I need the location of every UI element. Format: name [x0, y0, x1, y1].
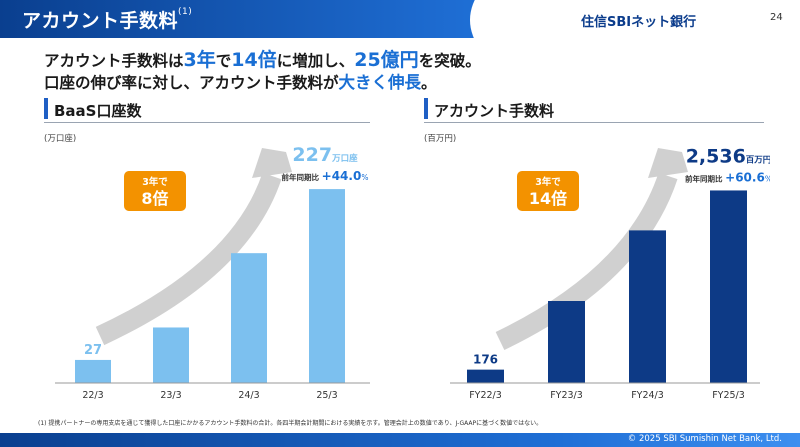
bar-FY23/3	[548, 301, 585, 383]
headline-line-1: アカウント手数料は3年で14倍に増加し、25億円を突破。	[44, 49, 481, 71]
growth-label: 前年同期比 +60.6%	[685, 170, 770, 184]
header-white-curve	[470, 0, 800, 38]
growth-label-text: 前年同期比	[282, 172, 322, 182]
brand-logo-text: 住信SBIネット銀行	[581, 15, 697, 30]
growth-badge-line2: 8倍	[141, 189, 168, 208]
footer-bar: © 2025 SBI Sumishin Net Bank, Ltd.	[0, 433, 800, 447]
data-label-last-value: 227	[292, 144, 332, 166]
growth-arrow-head	[648, 148, 688, 178]
page-title: アカウント手数料(1)	[22, 7, 193, 32]
data-label-last-value: 2,536	[686, 145, 746, 167]
data-label-last-unit: 百万円	[746, 155, 770, 165]
growth-arrow	[95, 148, 292, 346]
data-label-first: 27	[84, 343, 102, 358]
growth-badge-line1: 3年で	[535, 176, 561, 188]
bar-FY22/3	[467, 369, 504, 383]
data-label-last: 227万口座	[292, 144, 358, 166]
x-tick-label: FY25/3	[712, 390, 745, 401]
footnote: (1) 提携パートナーの専用支店を通じて獲得した口座にかかるアカウント手数料の合…	[38, 420, 543, 427]
growth-label: 前年同期比 +44.0%	[282, 169, 369, 183]
x-tick-label: 22/3	[82, 390, 103, 401]
growth-value: +60.6	[725, 170, 765, 184]
growth-badge-line2: 14倍	[529, 189, 567, 208]
bar-FY25/3	[710, 190, 747, 383]
headline: アカウント手数料は3年で14倍に増加し、25億円を突破。 口座の伸び率に対し、ア…	[44, 49, 481, 94]
title-footnote-mark: (1)	[178, 7, 193, 17]
header-bar: アカウント手数料(1) 住信SBIネット銀行 24	[0, 0, 800, 38]
growth-unit: %	[361, 173, 368, 182]
growth-unit: %	[765, 174, 770, 183]
x-tick-label: FY24/3	[631, 390, 664, 401]
section-marker-right	[424, 98, 428, 119]
x-tick-label: FY23/3	[550, 390, 583, 401]
bar-23/3	[153, 327, 189, 383]
x-tick-label: 23/3	[160, 390, 181, 401]
bar-24/3	[231, 253, 267, 383]
growth-badge	[124, 171, 186, 211]
growth-badge	[517, 171, 579, 211]
growth-value: +44.0	[322, 169, 362, 183]
x-tick-label: FY22/3	[469, 390, 502, 401]
growth-arrow-shaft	[95, 172, 282, 346]
unit-label-baas: (万口座)	[44, 134, 77, 144]
growth-badge-line1: 3年で	[142, 176, 168, 188]
unit-label-fee: (百万円)	[424, 134, 457, 144]
growth-arrow	[495, 148, 688, 351]
data-label-last-unit: 万口座	[331, 153, 358, 164]
section-title-fee: アカウント手数料	[434, 102, 555, 120]
bar-FY24/3	[629, 230, 666, 383]
section-title-baas: BaaS口座数	[54, 102, 142, 120]
chart-account-fees: FY22/3 FY23/3 FY24/3 FY25/3 176 2,536百万円前年同期比…	[450, 145, 770, 401]
bar-25/3	[309, 189, 345, 383]
section-marker-left	[44, 98, 48, 119]
growth-arrow-shaft	[495, 172, 678, 351]
page-number: 24	[770, 12, 783, 23]
section-underline-left	[44, 122, 370, 123]
data-label-first: 176	[473, 353, 498, 367]
growth-arrow-head	[252, 148, 292, 178]
copyright: © 2025 SBI Sumishin Net Bank, Ltd.	[627, 434, 782, 444]
x-tick-label: 25/3	[316, 390, 337, 401]
data-label-last: 2,536百万円	[686, 145, 770, 167]
headline-line-2: 口座の伸び率に対し、アカウント手数料が大きく伸長。	[44, 73, 437, 92]
bar-22/3	[75, 359, 111, 383]
section-underline-right	[424, 122, 764, 123]
growth-label-text: 前年同期比	[685, 173, 725, 183]
x-tick-label: 24/3	[238, 390, 259, 401]
